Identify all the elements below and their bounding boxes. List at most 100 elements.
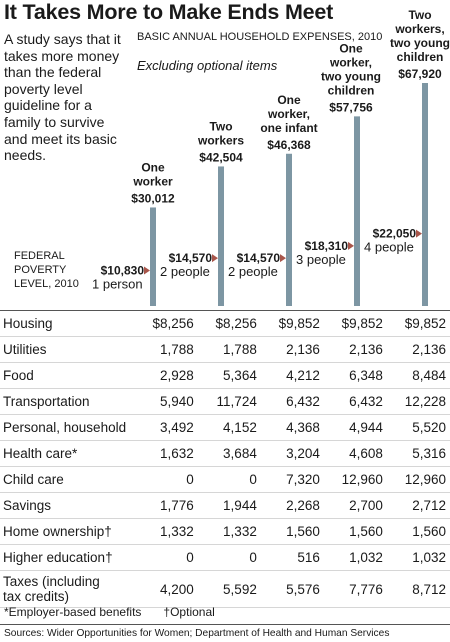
category-label: One — [141, 160, 165, 174]
table-cell: 12,960 — [319, 466, 383, 493]
table-cell: 5,576 — [256, 570, 320, 608]
poverty-people-label: 2 people — [160, 264, 210, 279]
table-cell: 2,928 — [130, 362, 194, 389]
category-label: Two — [408, 8, 431, 22]
category-label: two young — [390, 36, 450, 50]
table-cell: 2,136 — [319, 336, 383, 363]
row-label: Savings — [0, 492, 131, 519]
table-cell: 6,348 — [319, 362, 383, 389]
poverty-people-label: 3 people — [296, 252, 346, 267]
poverty-people-label: 4 people — [364, 240, 414, 255]
table-row: Health care* 1,632 3,684 3,204 4,608 5,316 — [0, 440, 450, 467]
category-label: children — [328, 83, 375, 97]
bar-value-label: $67,920 — [398, 67, 442, 81]
table-cell: 0 — [130, 466, 194, 493]
poverty-people-label: 2 people — [228, 264, 278, 279]
row-label: Food — [0, 362, 131, 389]
intro-text: A study says that it takes more money th… — [4, 31, 121, 164]
category-label: worker — [132, 174, 173, 188]
table-cell: 2,712 — [382, 492, 450, 519]
table-cell: 0 — [193, 544, 257, 571]
poverty-marker — [416, 229, 422, 238]
table-cell: 2,268 — [256, 492, 320, 519]
table-cell: 4,368 — [256, 414, 320, 441]
poverty-people-label: 1 person — [92, 276, 143, 291]
row-label: Health care* — [0, 440, 131, 467]
table-row: Utilities 1,788 1,788 2,136 2,136 2,136 — [0, 336, 450, 363]
bar — [422, 83, 428, 306]
table-cell: 4,944 — [319, 414, 383, 441]
sources: Sources: Wider Opportunities for Women; … — [0, 624, 450, 639]
table-cell: 3,204 — [256, 440, 320, 467]
table-cell: 5,940 — [130, 388, 194, 415]
poverty-marker — [348, 241, 354, 250]
table-cell: 1,788 — [193, 336, 257, 363]
table-cell: 1,332 — [130, 518, 194, 545]
table-row: Housing $8,256 $8,256 $9,852 $9,852 $9,852 — [0, 310, 450, 337]
row-label-line: Taxes (including — [3, 574, 100, 589]
table-row: Home ownership† 1,332 1,332 1,560 1,560 1,560 — [0, 518, 450, 545]
table-cell: 1,944 — [193, 492, 257, 519]
table-row: Personal, household 3,492 4,152 4,368 4,944 5… — [0, 414, 450, 441]
table-cell: 5,316 — [382, 440, 450, 467]
chart-subtitle: Basic annual household expenses, 2010 — [137, 31, 383, 43]
row-label: Taxes (including tax credits) — [0, 570, 131, 608]
poverty-value-label: $10,830 — [101, 263, 145, 277]
table-cell: 1,332 — [193, 518, 257, 545]
row-label: Child care — [0, 466, 131, 493]
table-cell: 2,136 — [382, 336, 450, 363]
table-cell: 7,776 — [319, 570, 383, 608]
category-label: one infant — [260, 121, 317, 135]
table-cell: 12,960 — [382, 466, 450, 493]
table-cell: 6,432 — [256, 388, 320, 415]
table-cell: 1,560 — [382, 518, 450, 545]
table-cell: 1,032 — [319, 544, 383, 571]
table-cell: $8,256 — [130, 310, 194, 337]
category-label: workers — [197, 133, 244, 147]
table-cell: 6,432 — [319, 388, 383, 415]
table-cell: 4,200 — [130, 570, 194, 608]
table-cell: 8,484 — [382, 362, 450, 389]
table-cell: 3,684 — [193, 440, 257, 467]
table-cell: 2,136 — [256, 336, 320, 363]
table-cell: 4,152 — [193, 414, 257, 441]
poverty-label-line: LEVEL, 2010 — [14, 278, 79, 290]
table-row: Food 2,928 5,364 4,212 6,348 8,484 — [0, 362, 450, 389]
category-label: workers, — [394, 22, 444, 36]
row-label: Housing — [0, 310, 131, 337]
table-cell: 3,492 — [130, 414, 194, 441]
bar-value-label: $46,368 — [267, 138, 311, 152]
table-cell: 5,364 — [193, 362, 257, 389]
table-cell: 4,212 — [256, 362, 320, 389]
footnotes: *Employer-based benefits †Optional — [4, 605, 215, 619]
table-cell: $9,852 — [256, 310, 320, 337]
row-label: Personal, household — [0, 414, 131, 441]
poverty-marker — [212, 254, 218, 263]
poverty-value-label: $22,050 — [373, 227, 417, 241]
table-cell: 1,632 — [130, 440, 194, 467]
poverty-level-label: FEDERAL POVERTY LEVEL, 2010 — [14, 249, 79, 291]
table-cell: 12,228 — [382, 388, 450, 415]
table-cell: 1,560 — [256, 518, 320, 545]
poverty-value-label: $18,310 — [305, 239, 349, 253]
row-label: Higher education† — [0, 544, 131, 571]
table-cell: 7,320 — [256, 466, 320, 493]
table-cell: 1,788 — [130, 336, 194, 363]
page-title: It Takes More to Make Ends Meet — [4, 0, 334, 24]
table-cell: 5,520 — [382, 414, 450, 441]
category-label: two young — [321, 69, 381, 83]
bar-value-label: $30,012 — [131, 191, 175, 205]
category-label: children — [397, 50, 444, 64]
bar — [150, 207, 156, 306]
table-row: Taxes (including tax credits) 4,200 5,592 5,… — [0, 570, 450, 608]
table-cell: 5,592 — [193, 570, 257, 608]
category-label: worker, — [329, 55, 372, 69]
row-label: Utilities — [0, 336, 131, 363]
chart-subtitle-note: Excluding optional items — [137, 58, 278, 73]
poverty-marker — [144, 266, 150, 275]
table-cell: 516 — [256, 544, 320, 571]
table-row: Savings 1,776 1,944 2,268 2,700 2,712 — [0, 492, 450, 519]
table-row: Child care 0 0 7,320 12,960 12,960 — [0, 466, 450, 493]
table-cell: 1,776 — [130, 492, 194, 519]
